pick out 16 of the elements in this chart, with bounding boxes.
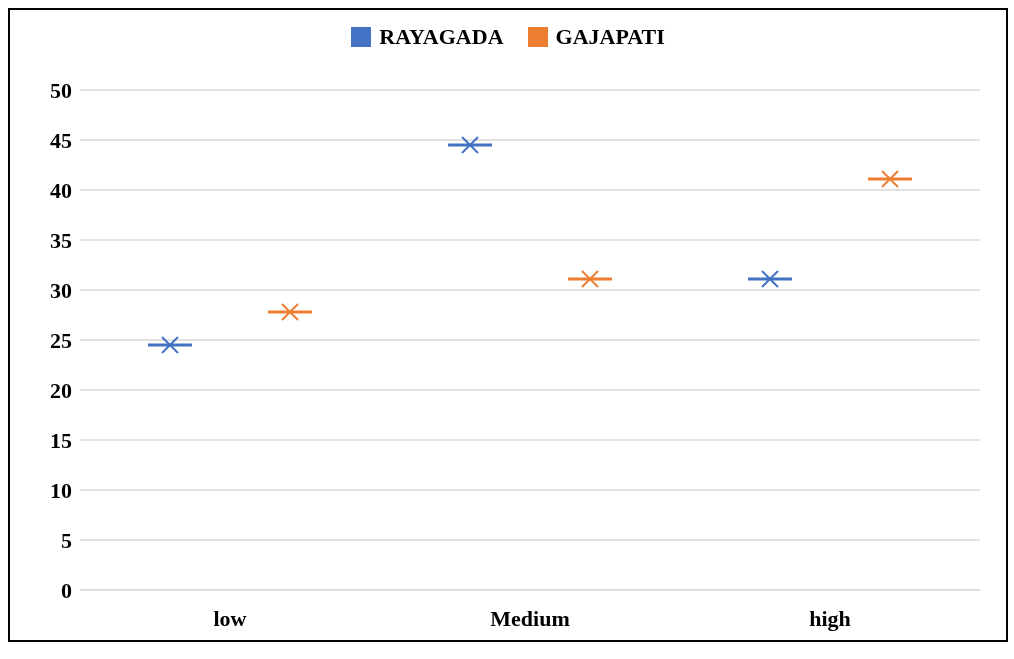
legend-label: GAJAPATI [555, 24, 665, 50]
y-tick-label: 30 [50, 277, 72, 303]
y-tick-label: 20 [50, 377, 72, 403]
y-tick-label: 5 [61, 527, 72, 553]
legend-label: RAYAGADA [379, 24, 504, 50]
y-tick-label: 50 [50, 77, 72, 103]
y-tick-label: 35 [50, 227, 72, 253]
y-tick-label: 15 [50, 427, 72, 453]
x-tick-label: low [213, 605, 247, 631]
y-tick-label: 40 [50, 177, 72, 203]
x-tick-label: Medium [490, 605, 570, 631]
y-tick-label: 25 [50, 327, 72, 353]
x-tick-label: high [809, 605, 851, 631]
y-tick-label: 10 [50, 477, 72, 503]
y-tick-label: 0 [61, 577, 72, 603]
y-tick-label: 45 [50, 127, 72, 153]
